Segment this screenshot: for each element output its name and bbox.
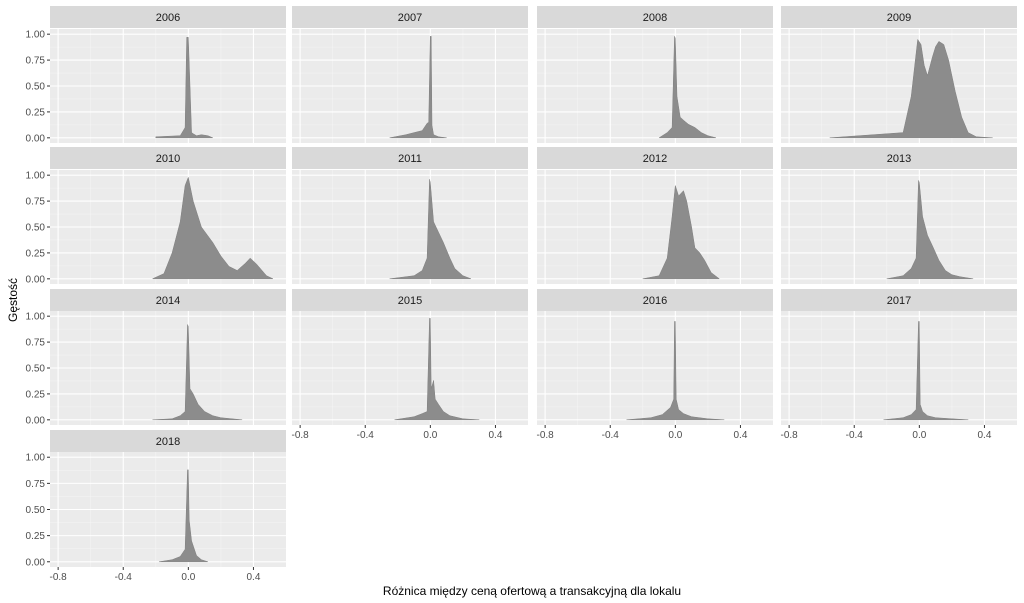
facet-strip-label: 2007	[398, 12, 422, 24]
y-tick-label: 0.25	[26, 248, 46, 259]
density-area-2006	[155, 37, 213, 139]
facet-strip	[537, 147, 773, 169]
facet-strip-label: 2016	[643, 295, 667, 307]
facet-strip-label: 2006	[156, 12, 180, 24]
x-tick-label: 0.4	[246, 572, 260, 583]
y-tick-label: 0.50	[26, 223, 46, 234]
y-tick-label: 0.00	[26, 274, 46, 285]
facet-strip-label: 2010	[156, 153, 180, 165]
density-area-2007	[389, 36, 447, 139]
density-area-2008	[658, 36, 717, 139]
facet-strip	[781, 147, 1017, 169]
facet-strip	[537, 6, 773, 28]
density-area-2016	[626, 321, 725, 421]
facet-panel-2018: 2018 0.00 0.25 0.50 0.75 1.00 -0.8 -0.4 0.0 0.4	[26, 430, 286, 583]
facet-strip	[50, 147, 286, 169]
y-tick-label: 0.50	[26, 82, 46, 93]
x-tick-label: 0.0	[912, 430, 926, 441]
facet-strip	[781, 6, 1017, 28]
y-tick-label: 1.00	[26, 171, 46, 182]
y-tick-label: 0.75	[26, 479, 46, 490]
facet-strip-label: 2009	[887, 12, 911, 24]
facet-strip	[292, 289, 528, 311]
x-tick-label: 0.4	[733, 430, 747, 441]
density-area-2014	[152, 324, 243, 421]
facet-strip	[50, 289, 286, 311]
y-tick-label: 1.00	[26, 312, 46, 323]
facet-strip-label: 2011	[398, 153, 422, 165]
facet-strip-label: 2012	[643, 153, 667, 165]
facet-strip-label: 2015	[398, 295, 422, 307]
facet-strip	[50, 6, 286, 28]
x-axis-title: Różnica między ceną ofertową a transakcy…	[383, 584, 681, 598]
facet-panel-2006: 2006 0.00 0.25 0.50 0.75 1.00	[26, 6, 286, 144]
x-tick-label: -0.8	[781, 430, 799, 441]
y-tick-label: 0.75	[26, 197, 46, 208]
y-tick-label: 1.00	[26, 453, 46, 464]
x-tick-label: -0.8	[537, 430, 555, 441]
facet-panel-2017: 2017 -0.8 -0.4 0.0 0.4	[781, 289, 1017, 441]
facet-panel-2008: 2008	[537, 6, 773, 143]
facet-strip	[537, 289, 773, 311]
density-area-2010	[152, 176, 274, 280]
x-tick-label: -0.4	[357, 430, 375, 441]
x-tick-label: -0.8	[50, 572, 68, 583]
y-tick-label: 0.00	[26, 415, 46, 426]
y-tick-label: 0.50	[26, 505, 46, 516]
facet-strip-label: 2018	[156, 436, 180, 448]
x-tick-label: -0.4	[115, 572, 133, 583]
x-tick-label: 0.4	[488, 430, 502, 441]
facet-panel-2013: 2013	[781, 147, 1017, 284]
facet-strip-label: 2008	[643, 12, 667, 24]
y-tick-label: 0.00	[26, 557, 46, 568]
facet-strip	[781, 289, 1017, 311]
facet-panel-2009: 2009	[781, 6, 1017, 143]
facet-panel-2011: 2011	[292, 147, 528, 284]
y-tick-label: 1.00	[26, 30, 46, 41]
facet-panel-2010: 2010 0.00 0.25 0.50 0.75 1.00	[26, 147, 286, 285]
density-area-2018	[158, 469, 208, 563]
density-area-2009	[829, 38, 993, 139]
x-tick-label: 0.4	[977, 430, 991, 441]
x-tick-label: -0.4	[602, 430, 620, 441]
density-area-2013	[886, 180, 974, 280]
facet-panel-2014: 2014 0.00 0.25 0.50 0.75 1.00	[26, 289, 286, 426]
facet-strip	[292, 147, 528, 169]
facet-panel-2016: 2016 -0.8 -0.4 0.0 0.4	[537, 289, 773, 441]
y-tick-label: 0.75	[26, 56, 46, 67]
facet-strip-label: 2014	[156, 295, 180, 307]
facet-panels: 2006 0.00 0.25 0.50 0.75 1.00 2007 2008 2009 2010…	[26, 6, 1017, 583]
x-tick-label: -0.8	[292, 430, 310, 441]
density-area-2017	[883, 321, 969, 421]
y-tick-label: 0.00	[26, 133, 46, 144]
facet-panel-2015: 2015 -0.8 -0.4 0.0 0.4	[292, 289, 528, 441]
y-tick-label: 0.25	[26, 107, 46, 118]
facet-panel-2007: 2007	[292, 6, 528, 143]
density-area-2015	[394, 318, 480, 421]
density-area-2011	[389, 179, 472, 280]
x-tick-label: -0.4	[846, 430, 864, 441]
y-tick-label: 0.25	[26, 531, 46, 542]
facet-panel-2012: 2012	[537, 147, 773, 284]
y-tick-label: 0.75	[26, 338, 46, 349]
y-tick-label: 0.25	[26, 389, 46, 400]
facet-strip	[292, 6, 528, 28]
facet-strip-label: 2013	[887, 153, 911, 165]
facet-strip	[50, 430, 286, 452]
x-tick-label: 0.0	[423, 430, 437, 441]
density-area-2012	[642, 185, 721, 280]
facet-strip-label: 2017	[887, 295, 911, 307]
y-tick-label: 0.50	[26, 364, 46, 375]
x-tick-label: 0.0	[668, 430, 682, 441]
x-tick-label: 0.0	[181, 572, 195, 583]
y-axis-title: Gęstość	[6, 278, 20, 322]
